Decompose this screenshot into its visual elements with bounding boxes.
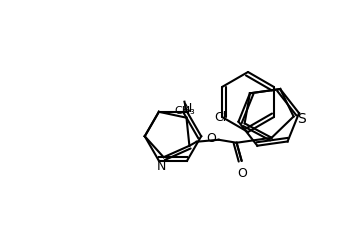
Text: S: S <box>298 112 306 126</box>
Text: CH₃: CH₃ <box>174 106 195 116</box>
Text: O: O <box>238 167 248 180</box>
Text: Cl: Cl <box>214 111 227 124</box>
Text: N: N <box>183 102 192 115</box>
Text: O: O <box>207 132 216 145</box>
Text: N: N <box>157 160 166 173</box>
